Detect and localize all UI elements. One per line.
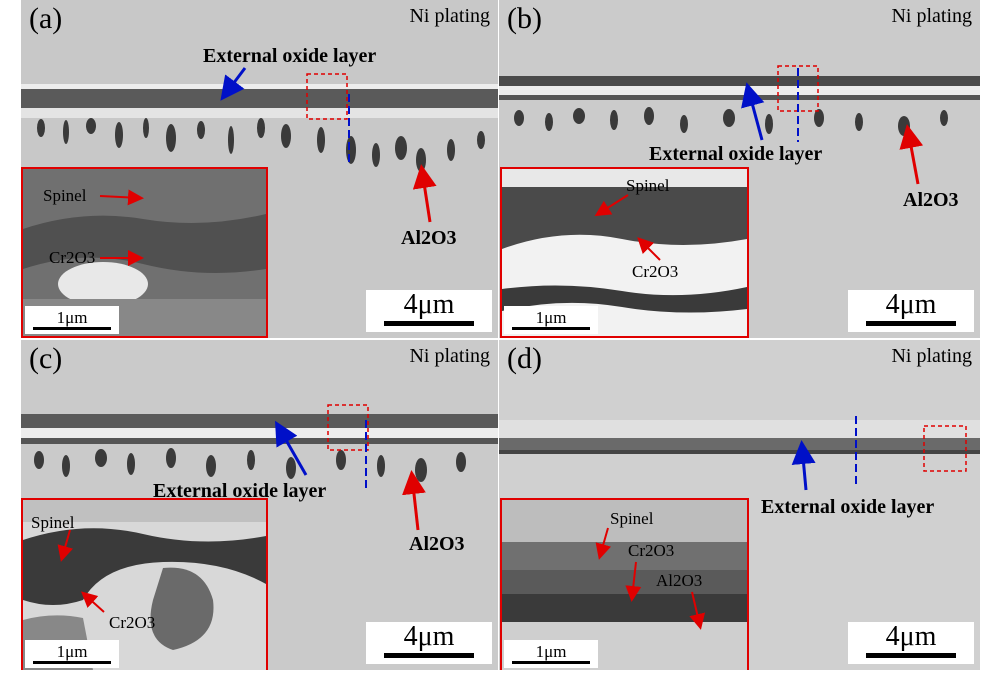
al2o3-label: Al2O3 bbox=[903, 189, 959, 211]
panel-label: (c) bbox=[29, 342, 63, 375]
ni-plating-label: Ni plating bbox=[891, 345, 972, 367]
cr2o3-label: Cr2O3 bbox=[628, 541, 675, 560]
ni-plating-label: Ni plating bbox=[891, 5, 972, 27]
inset-scale-bar: 1μm bbox=[25, 306, 119, 334]
cr2o3-label: Cr2O3 bbox=[49, 248, 96, 267]
spinel-label: Spinel bbox=[43, 186, 87, 205]
panel-d: (d) Ni plating External oxide layer Spin… bbox=[499, 340, 980, 670]
ni-plating-label: Ni plating bbox=[409, 345, 490, 367]
inset-scale-bar: 1μm bbox=[504, 640, 598, 668]
inset-scale-bar: 1μm bbox=[504, 306, 598, 334]
inset-image-b bbox=[502, 169, 747, 336]
scale-bar: 4μm bbox=[366, 290, 492, 332]
inset-b: Spinel Cr2O3 1μm bbox=[500, 167, 749, 338]
panel-c: (c) Ni plating External oxide layer Al2O… bbox=[21, 340, 498, 670]
cr2o3-label: Cr2O3 bbox=[109, 613, 156, 632]
panel-a: (a) Ni plating External oxide layer Al2O… bbox=[21, 0, 498, 338]
scale-bar: 4μm bbox=[848, 290, 974, 332]
inset-d: Spinel Cr2O3 Al2O3 1μm bbox=[500, 498, 749, 670]
panel-label: (b) bbox=[507, 2, 542, 35]
external-oxide-label: External oxide layer bbox=[203, 45, 377, 67]
panel-label: (a) bbox=[29, 2, 63, 35]
inset-a: Spinel Cr2O3 1μm bbox=[21, 167, 268, 338]
cr2o3-label: Cr2O3 bbox=[632, 262, 679, 281]
ni-plating-label: Ni plating bbox=[409, 5, 490, 27]
al2o3-label: Al2O3 bbox=[656, 571, 703, 590]
spinel-label: Spinel bbox=[626, 176, 670, 195]
inset-c: Spinel Cr2O3 1μm bbox=[21, 498, 268, 670]
external-oxide-label: External oxide layer bbox=[649, 143, 823, 165]
scale-bar: 4μm bbox=[366, 622, 492, 664]
scale-bar: 4μm bbox=[848, 622, 974, 664]
al2o3-label: Al2O3 bbox=[409, 533, 465, 555]
external-oxide-label: External oxide layer bbox=[761, 496, 935, 518]
al2o3-label: Al2O3 bbox=[401, 227, 457, 249]
spinel-label: Spinel bbox=[610, 509, 654, 528]
external-oxide-label: External oxide layer bbox=[153, 480, 327, 502]
panel-label: (d) bbox=[507, 342, 542, 375]
spinel-label: Spinel bbox=[31, 513, 75, 532]
panel-b: (b) Ni plating External oxide layer Al2O… bbox=[499, 0, 980, 338]
inset-scale-bar: 1μm bbox=[25, 640, 119, 668]
